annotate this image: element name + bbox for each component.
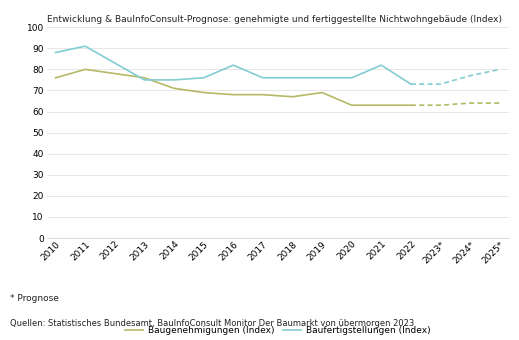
Text: * Prognose: * Prognose — [10, 294, 59, 303]
Legend: Baugenehmigungen (Index), Baufertigstellungen (Index): Baugenehmigungen (Index), Baufertigstell… — [121, 323, 434, 339]
Text: Entwicklung & BauInfoConsult-Prognose: genehmigte und fertiggestellte Nichtwohng: Entwicklung & BauInfoConsult-Prognose: g… — [47, 15, 502, 24]
Text: Quellen: Statistisches Bundesamt, BauInfoConsult Monitor Der Baumarkt von übermo: Quellen: Statistisches Bundesamt, BauInf… — [10, 319, 415, 328]
